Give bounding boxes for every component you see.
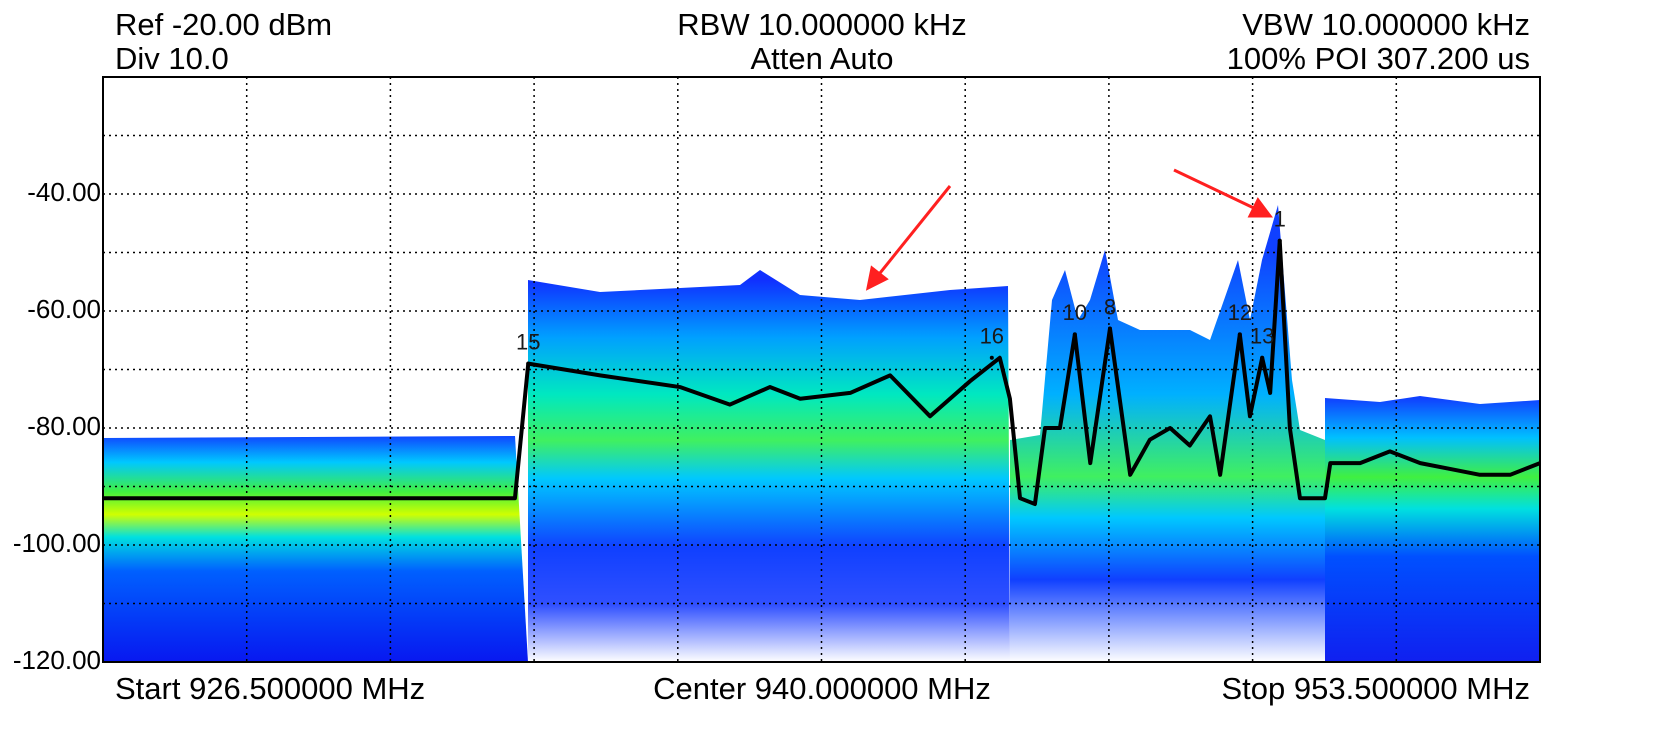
rbw-label: RBW 10.000000 kHz xyxy=(677,7,966,42)
marker-label: 15 xyxy=(516,329,540,354)
ref-label: Ref -20.00 dBm xyxy=(115,7,332,42)
div-label: Div 10.0 xyxy=(115,41,229,76)
marker-label: 10 xyxy=(1063,300,1087,325)
trace xyxy=(103,238,1541,507)
poi-label: 100% POI 307.200 us xyxy=(1227,41,1530,76)
center-label: Center 940.000000 MHz xyxy=(653,671,991,706)
marker-label: 12 xyxy=(1228,300,1252,325)
marker-label: 16 xyxy=(980,324,1004,349)
stop-label: Stop 953.500000 MHz xyxy=(1222,671,1531,706)
annotation-arrows xyxy=(865,168,1273,291)
y-tick-label: -100.00 xyxy=(13,528,101,558)
y-tick-label: -80.00 xyxy=(27,411,101,441)
marker-point xyxy=(1260,355,1265,360)
y-tick-label: -120.00 xyxy=(13,645,101,675)
vbw-label: VBW 10.000000 kHz xyxy=(1242,7,1530,42)
atten-label: Atten Auto xyxy=(750,41,893,76)
marker-point xyxy=(1277,238,1282,243)
marker-label: 1 xyxy=(1274,207,1286,232)
marker-point xyxy=(989,355,994,360)
y-tick-label: -40.00 xyxy=(27,177,101,207)
persistence-density xyxy=(103,205,1540,662)
start-label: Start 926.500000 MHz xyxy=(115,671,425,706)
grid xyxy=(103,77,1540,662)
plot-frame xyxy=(102,76,1541,663)
marker-label: 13 xyxy=(1250,324,1274,349)
marker-point xyxy=(526,361,531,366)
marker-point xyxy=(1072,332,1077,337)
y-tick-label: -60.00 xyxy=(27,294,101,324)
marker-point xyxy=(1237,332,1242,337)
marker-label: 8 xyxy=(1104,294,1116,319)
marker-point xyxy=(1107,326,1112,331)
